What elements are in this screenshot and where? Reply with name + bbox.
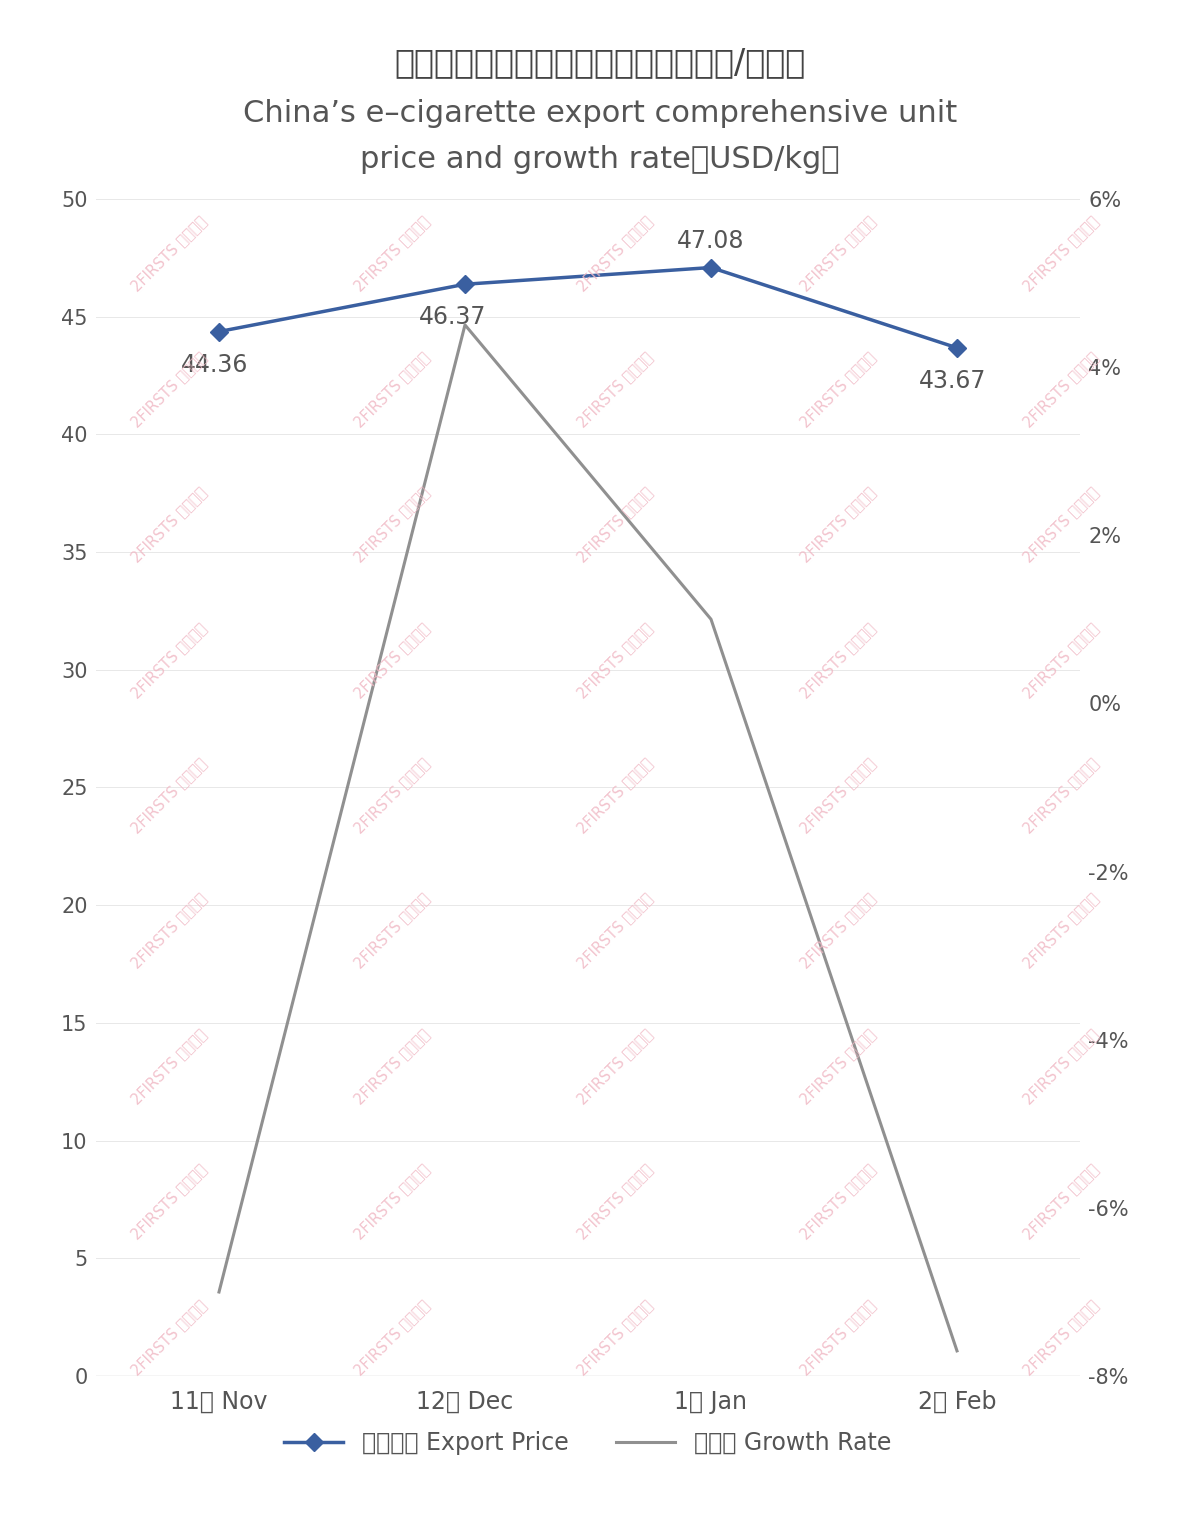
Text: 2FIRSTS 两个至上: 2FIRSTS 两个至上 <box>575 1162 655 1242</box>
Legend: 出口单价 Export Price, 增长率 Growth Rate: 出口单价 Export Price, 增长率 Growth Rate <box>275 1422 901 1465</box>
Text: 46.37: 46.37 <box>419 306 486 329</box>
Text: 2FIRSTS 两个至上: 2FIRSTS 两个至上 <box>1021 1026 1102 1107</box>
Text: 2FIRSTS 两个至上: 2FIRSTS 两个至上 <box>575 349 655 430</box>
Text: 中国电子烟出口综合单价及增速（美元/千克）: 中国电子烟出口综合单价及增速（美元/千克） <box>395 46 805 80</box>
Text: 2FIRSTS 两个至上: 2FIRSTS 两个至上 <box>128 214 209 295</box>
Text: 2FIRSTS 两个至上: 2FIRSTS 两个至上 <box>575 485 655 566</box>
Text: price and growth rate（USD/kg）: price and growth rate（USD/kg） <box>360 145 840 174</box>
Text: 2FIRSTS 两个至上: 2FIRSTS 两个至上 <box>128 1297 209 1378</box>
Text: 2FIRSTS 两个至上: 2FIRSTS 两个至上 <box>798 214 878 295</box>
Text: 2FIRSTS 两个至上: 2FIRSTS 两个至上 <box>1021 619 1102 700</box>
Text: 44.36: 44.36 <box>180 353 247 376</box>
Text: 2FIRSTS 两个至上: 2FIRSTS 两个至上 <box>798 349 878 430</box>
Text: 2FIRSTS 两个至上: 2FIRSTS 两个至上 <box>798 755 878 836</box>
Text: 2FIRSTS 两个至上: 2FIRSTS 两个至上 <box>128 1026 209 1107</box>
Text: 2FIRSTS 两个至上: 2FIRSTS 两个至上 <box>798 1026 878 1107</box>
Text: 2FIRSTS 两个至上: 2FIRSTS 两个至上 <box>352 214 432 295</box>
Text: 2FIRSTS 两个至上: 2FIRSTS 两个至上 <box>128 755 209 836</box>
Text: 2FIRSTS 两个至上: 2FIRSTS 两个至上 <box>798 1297 878 1378</box>
Text: 2FIRSTS 两个至上: 2FIRSTS 两个至上 <box>575 755 655 836</box>
Text: 2FIRSTS 两个至上: 2FIRSTS 两个至上 <box>1021 349 1102 430</box>
Text: 2FIRSTS 两个至上: 2FIRSTS 两个至上 <box>352 1297 432 1378</box>
Text: 2FIRSTS 两个至上: 2FIRSTS 两个至上 <box>1021 891 1102 971</box>
Text: 2FIRSTS 两个至上: 2FIRSTS 两个至上 <box>1021 485 1102 566</box>
Text: 2FIRSTS 两个至上: 2FIRSTS 两个至上 <box>128 619 209 700</box>
Text: 2FIRSTS 两个至上: 2FIRSTS 两个至上 <box>352 755 432 836</box>
Text: 2FIRSTS 两个至上: 2FIRSTS 两个至上 <box>798 1162 878 1242</box>
Text: 2FIRSTS 两个至上: 2FIRSTS 两个至上 <box>352 891 432 971</box>
Text: 2FIRSTS 两个至上: 2FIRSTS 两个至上 <box>352 349 432 430</box>
Text: 2FIRSTS 两个至上: 2FIRSTS 两个至上 <box>352 619 432 700</box>
Text: 2FIRSTS 两个至上: 2FIRSTS 两个至上 <box>128 891 209 971</box>
Text: 2FIRSTS 两个至上: 2FIRSTS 两个至上 <box>352 485 432 566</box>
Text: 2FIRSTS 两个至上: 2FIRSTS 两个至上 <box>798 619 878 700</box>
Text: 2FIRSTS 两个至上: 2FIRSTS 两个至上 <box>1021 1162 1102 1242</box>
Text: 2FIRSTS 两个至上: 2FIRSTS 两个至上 <box>575 1297 655 1378</box>
Text: 2FIRSTS 两个至上: 2FIRSTS 两个至上 <box>798 485 878 566</box>
Text: 2FIRSTS 两个至上: 2FIRSTS 两个至上 <box>1021 1297 1102 1378</box>
Text: 2FIRSTS 两个至上: 2FIRSTS 两个至上 <box>1021 214 1102 295</box>
Text: 2FIRSTS 两个至上: 2FIRSTS 两个至上 <box>128 349 209 430</box>
Text: China’s e–cigarette export comprehensive unit: China’s e–cigarette export comprehensive… <box>242 99 958 128</box>
Text: 43.67: 43.67 <box>918 368 985 393</box>
Text: 2FIRSTS 两个至上: 2FIRSTS 两个至上 <box>575 619 655 700</box>
Text: 2FIRSTS 两个至上: 2FIRSTS 两个至上 <box>352 1162 432 1242</box>
Text: 2FIRSTS 两个至上: 2FIRSTS 两个至上 <box>1021 755 1102 836</box>
Text: 2FIRSTS 两个至上: 2FIRSTS 两个至上 <box>575 891 655 971</box>
Text: 2FIRSTS 两个至上: 2FIRSTS 两个至上 <box>798 891 878 971</box>
Text: 2FIRSTS 两个至上: 2FIRSTS 两个至上 <box>128 485 209 566</box>
Text: 47.08: 47.08 <box>677 229 745 254</box>
Text: 2FIRSTS 两个至上: 2FIRSTS 两个至上 <box>575 214 655 295</box>
Text: 2FIRSTS 两个至上: 2FIRSTS 两个至上 <box>128 1162 209 1242</box>
Text: 2FIRSTS 两个至上: 2FIRSTS 两个至上 <box>575 1026 655 1107</box>
Text: 2FIRSTS 两个至上: 2FIRSTS 两个至上 <box>352 1026 432 1107</box>
